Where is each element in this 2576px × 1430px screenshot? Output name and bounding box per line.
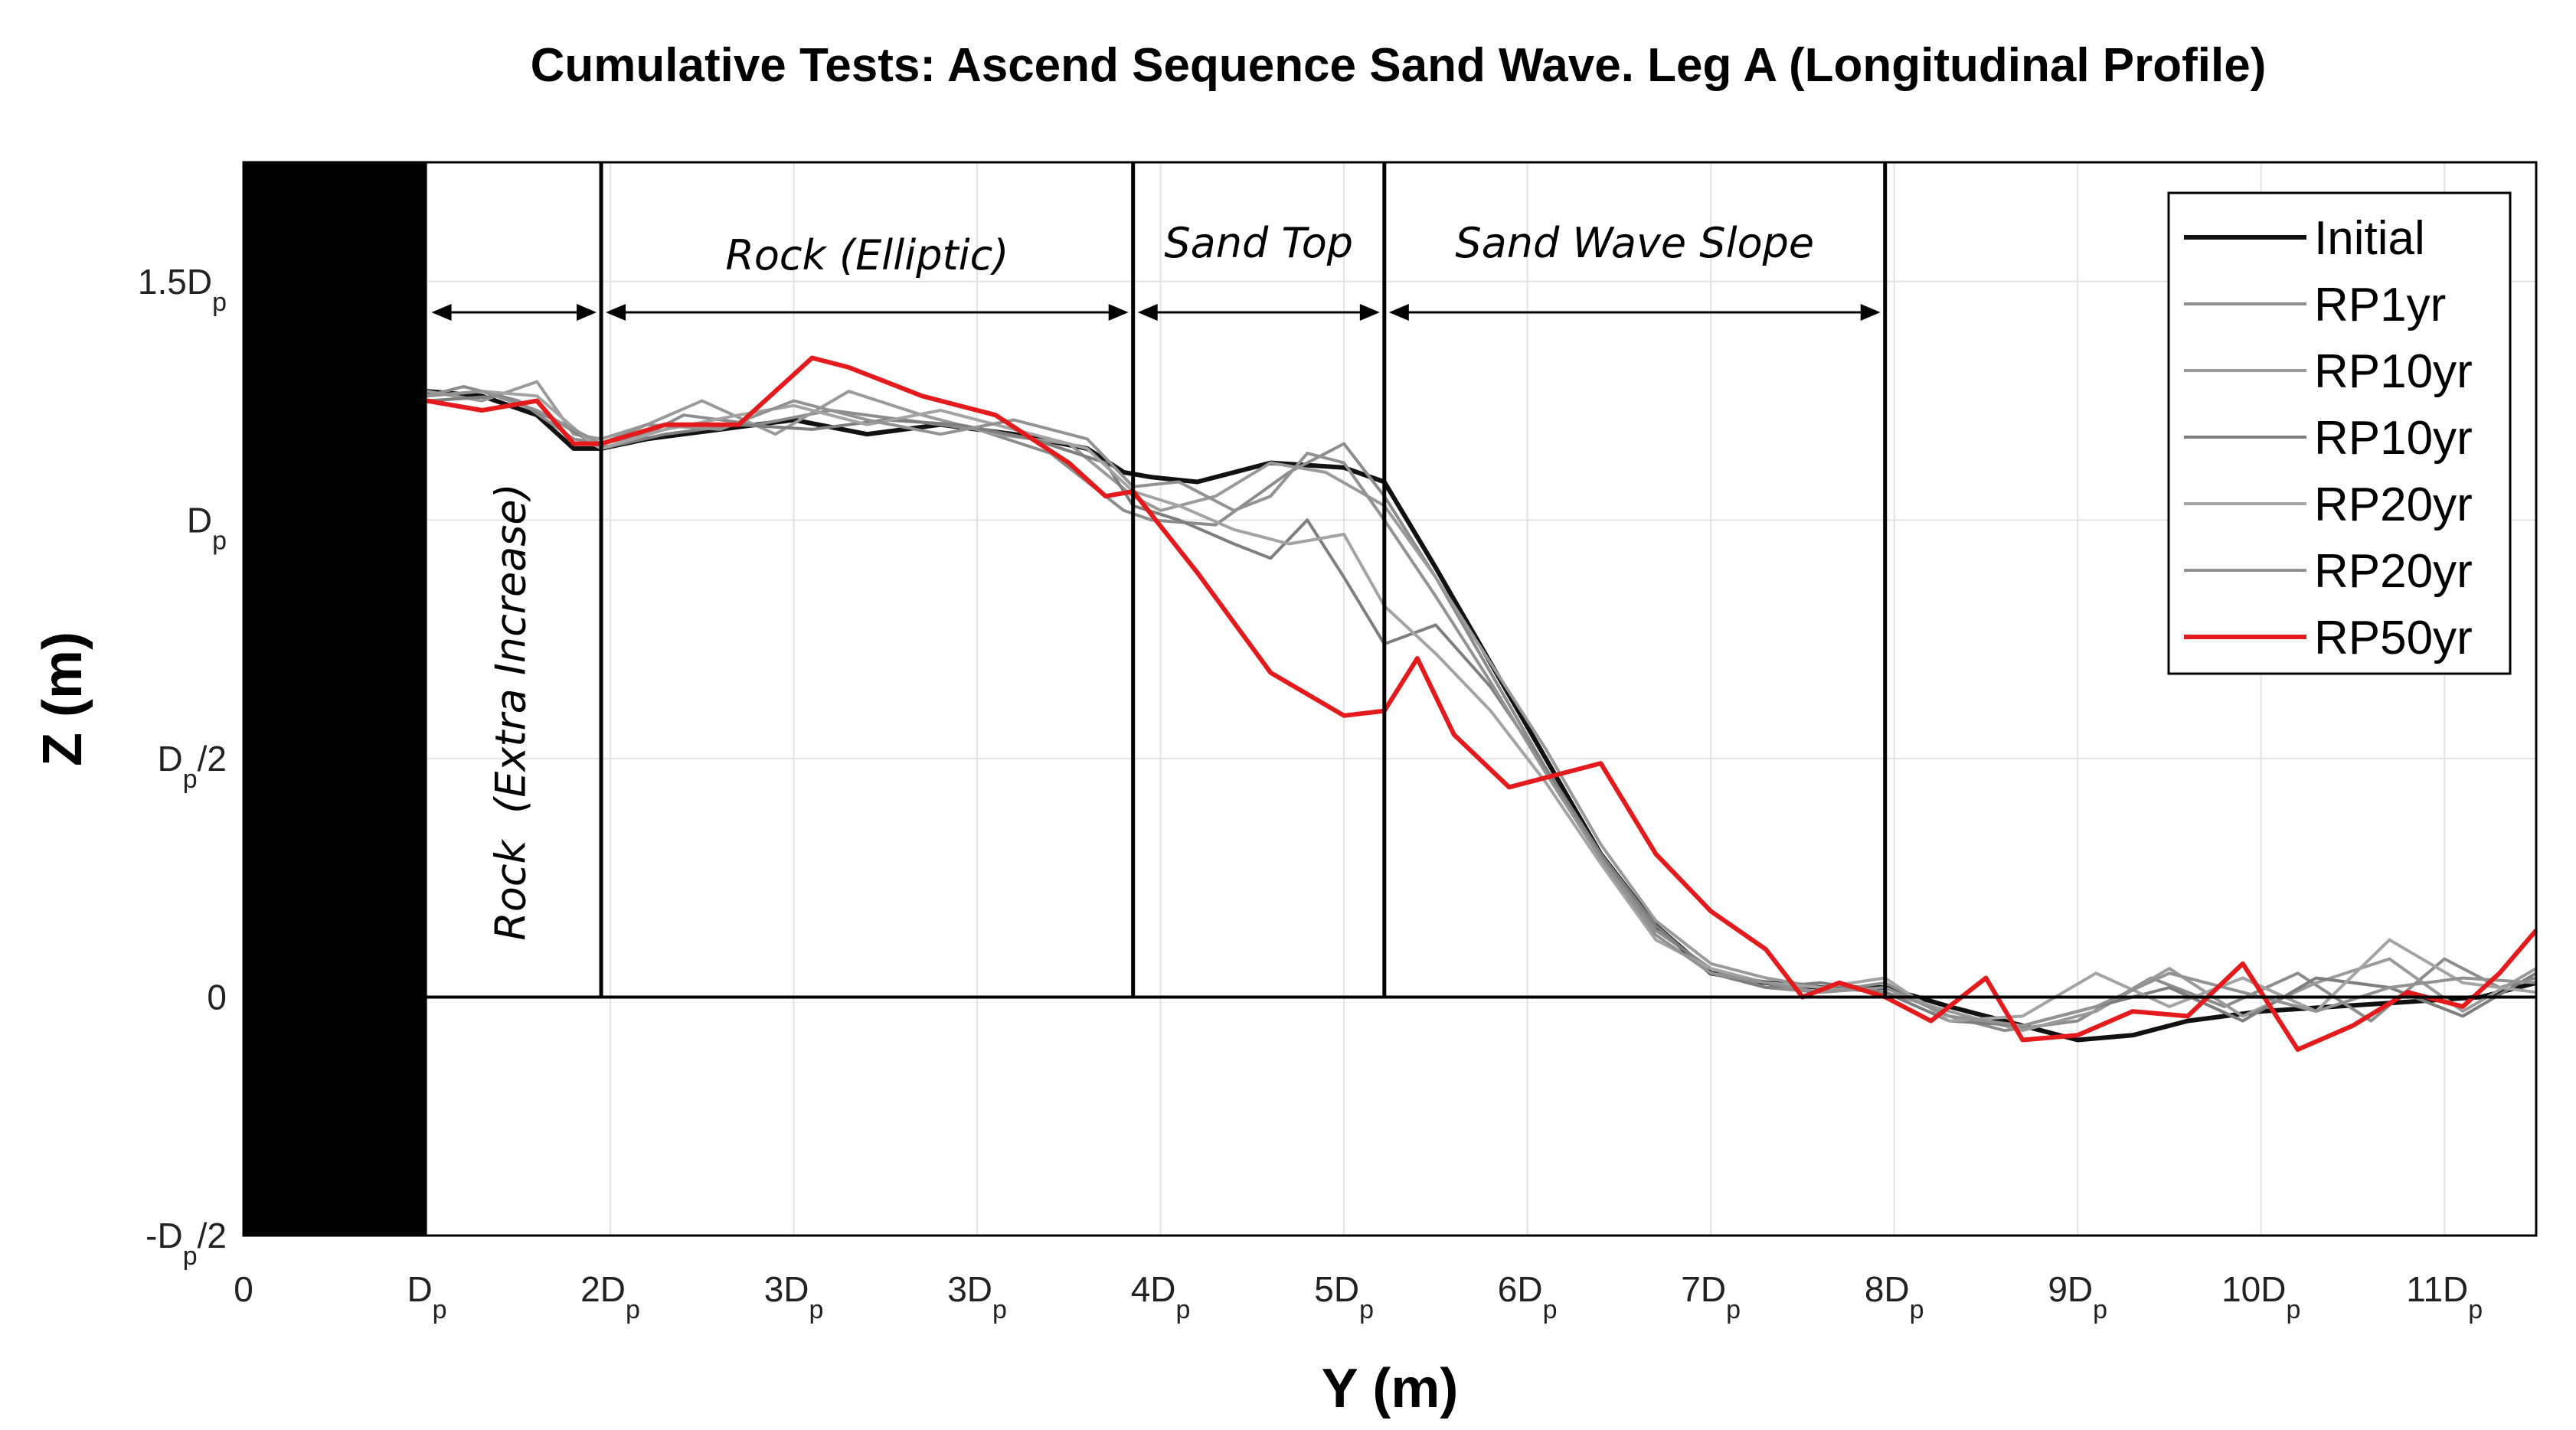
x-tick-label-6: 5Dp — [1314, 1269, 1374, 1324]
legend-label-6: RP50yr — [2314, 612, 2473, 664]
x-tick-label-9: 8Dp — [1865, 1269, 1924, 1324]
x-tick-label-7: 6Dp — [1498, 1269, 1558, 1324]
x-tick-label-3: 3Dp — [764, 1269, 824, 1324]
region-arrow-head-left-0 — [431, 304, 452, 321]
region-labels: Rock (Extra Increase) Rock (Elliptic) Sand… — [486, 219, 1814, 941]
series-line-rp20yr-4 — [427, 390, 2537, 1023]
x-tick-label-5: 4Dp — [1131, 1269, 1191, 1324]
chart-title: Cumulative Tests: Ascend Sequence Sand W… — [531, 39, 2267, 92]
x-tick-label-10: 9Dp — [2048, 1269, 2107, 1324]
y-axis-label: Z (m) — [32, 632, 93, 766]
region-boundaries — [427, 162, 2536, 999]
y-tick-label-3: 0 — [207, 977, 227, 1017]
x-tick-label-4: 3Dp — [947, 1269, 1007, 1324]
region-arrow-head-left-2 — [1137, 304, 1158, 321]
region-arrow-head-right-1 — [1108, 304, 1129, 321]
x-tick-label-0: 0 — [234, 1269, 253, 1309]
x-tick-label-11: 10Dp — [2221, 1269, 2300, 1324]
x-tick-label-8: 7Dp — [1681, 1269, 1741, 1324]
legend-label-0: Initial — [2314, 212, 2425, 265]
x-tick-label-1: Dp — [407, 1269, 446, 1324]
region-label-1: Rock (Elliptic) — [725, 231, 1008, 279]
y-tick-label-0: 1.5Dp — [138, 262, 227, 317]
series-layer — [426, 355, 2538, 1052]
y-tick-label-1: Dp — [187, 500, 227, 555]
legend-label-2: RP10yr — [2314, 345, 2473, 398]
x-tick-label-2: 2Dp — [580, 1269, 640, 1324]
region-label-3: Sand Wave Slope — [1455, 219, 1814, 267]
region-arrow-head-left-3 — [1388, 304, 1409, 321]
y-tick-label-2: Dp/2 — [157, 739, 227, 794]
region-arrow-head-right-2 — [1359, 304, 1380, 321]
region-arrow-head-right-3 — [1860, 304, 1881, 321]
legend-label-3: RP10yr — [2314, 412, 2473, 465]
region-arrow-head-right-0 — [577, 304, 597, 321]
plot-area — [242, 161, 2538, 1237]
y-tick-label-4: -Dp/2 — [145, 1216, 227, 1271]
region-arrow-head-left-1 — [606, 304, 626, 321]
legend-box — [2167, 191, 2512, 675]
region-label-2: Sand Top — [1164, 219, 1353, 267]
series-line-rp20yr-5 — [427, 390, 2537, 1027]
legend-label-1: RP1yr — [2314, 279, 2446, 331]
legend: Initial RP1yr RP10yr RP10yr RP20yr RP20yr RP50… — [2167, 191, 2512, 675]
x-tick-label-12: 11Dp — [2406, 1269, 2483, 1324]
y-axis-ticks: 1.5Dp Dp Dp/2 0 -Dp/2 — [138, 262, 227, 1271]
region-label-0: Rock (Extra Increase) — [486, 483, 534, 940]
x-axis-label: Y (m) — [1322, 1358, 1459, 1419]
series-line-rp50yr-6 — [426, 355, 2538, 1052]
plot-frame — [242, 161, 2538, 1237]
series-line-rp10yr-3 — [427, 394, 2538, 1027]
x-axis-ticks: 0 Dp 2Dp 3Dp 3Dp 4Dp 5Dp 6Dp 7Dp 8Dp 9Dp 10Dp 11Dp — [234, 1269, 2483, 1324]
grid-lines — [243, 162, 2536, 1236]
pile-wall-block — [244, 162, 427, 1236]
legend-label-5: RP20yr — [2314, 545, 2473, 598]
region-arrows — [431, 304, 1881, 321]
legend-label-4: RP20yr — [2314, 478, 2473, 531]
